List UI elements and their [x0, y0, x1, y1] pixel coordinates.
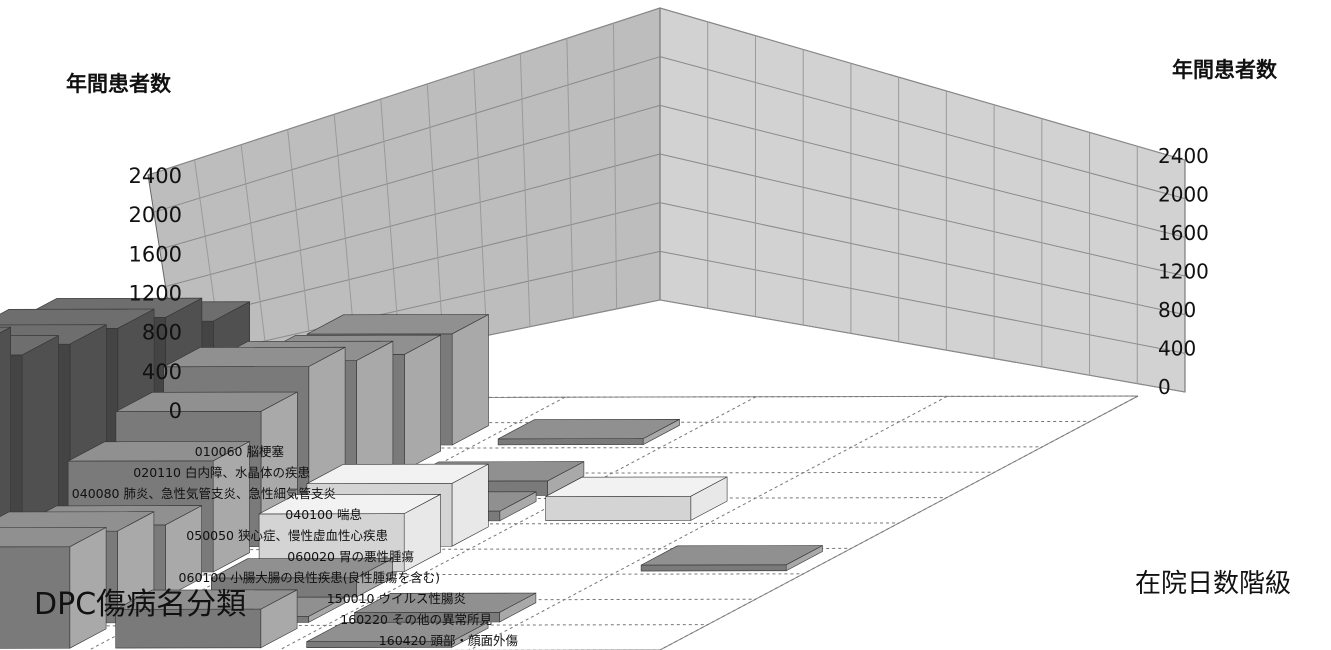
right-wall-gridline: [659, 250, 1186, 354]
bar-top-face: [258, 493, 441, 515]
bar-top-face: [211, 558, 393, 579]
right-wall-gridline: [659, 56, 1186, 200]
right-axis-title: 年間患者数: [1172, 58, 1278, 82]
y-tick-left: 2000: [129, 203, 182, 227]
bar-top-face: [0, 308, 155, 329]
y-tick-right: 400: [1158, 337, 1196, 361]
y-tick-right: 1600: [1158, 221, 1209, 245]
y-tick-left: 1200: [129, 282, 182, 306]
bar-top-face: [306, 314, 489, 335]
category-label: 150010 ウイルス性腸炎: [327, 591, 466, 606]
bar-top-face: [67, 441, 250, 462]
bar-91-180-cat-8: [354, 592, 537, 623]
bar-left-face: [212, 441, 250, 573]
bar-top-face: [115, 589, 298, 610]
left-axis-title: 年間患者数: [66, 72, 172, 96]
right-wall-gridline: [659, 153, 1186, 277]
bar-left-face: [451, 314, 489, 446]
category-label: 010060 脳梗塞: [195, 444, 285, 459]
bar-31-90-cat-1: [497, 418, 680, 446]
category-label: 050050 狭心症、慢性虚血性心疾患: [186, 528, 388, 543]
z-axis-title: 在院日数階級: [1135, 569, 1291, 599]
floor-gridline: [278, 396, 757, 650]
y-tick-right: 2400: [1158, 144, 1209, 168]
chart-bars: [0, 297, 823, 649]
right-wall-gridline: [659, 202, 1186, 316]
chart-walls: [147, 7, 1186, 399]
bar-top-face: [545, 476, 728, 497]
y-tick-left: 2400: [129, 164, 182, 188]
left-wall-vline: [426, 83, 444, 345]
bar-right-face: [640, 564, 787, 572]
bar-right-face: [497, 438, 644, 446]
left-wall-vline: [473, 68, 488, 336]
category-label: 160420 頭部・顔面外傷: [379, 633, 519, 648]
floor-gridline: [468, 395, 948, 650]
left-wall-gridline: [171, 202, 661, 325]
left-wall-vline: [287, 129, 314, 372]
bar-top-face: [0, 511, 155, 532]
category-label: 040080 肺炎、急性気管支炎、急性細気管支炎: [72, 486, 336, 501]
y-tick-left: 1600: [129, 242, 182, 266]
bar-91-180-cat-9: [306, 621, 489, 649]
right-wall-gridline: [659, 7, 1186, 161]
bar-15-30-cat-9: [0, 526, 107, 649]
right-wall-gridline: [659, 299, 1186, 393]
bar-right-face: [545, 495, 692, 522]
y-tick-left: 400: [142, 360, 182, 384]
y-tick-left: 0: [169, 399, 182, 423]
x-axis-title: DPC傷病名分類: [34, 587, 246, 622]
left-wall-vline: [240, 144, 271, 381]
bar-31-90-cat-6: [258, 493, 441, 573]
bar-top-face: [640, 545, 823, 566]
bar-top-face: [354, 592, 537, 613]
category-label: 040100 喘息: [285, 507, 362, 522]
bar-31-90-cat-9: [115, 589, 298, 649]
y-tick-right: 1200: [1158, 260, 1209, 284]
right-wall-gridline: [659, 104, 1186, 238]
bar-top-face: [306, 621, 489, 643]
category-label: 060020 胃の悪性腫瘍: [287, 549, 414, 564]
bar-top-face: [0, 326, 11, 334]
left-wall-vline: [566, 38, 574, 318]
bar-top-face: [306, 463, 489, 485]
bar-top-face: [497, 418, 680, 440]
left-wall-gridline: [159, 104, 661, 250]
left-wall-vline: [612, 23, 618, 309]
bar-left-face: [404, 334, 442, 471]
left-wall-gridline: [165, 153, 661, 287]
y-tick-right: 2000: [1158, 183, 1209, 207]
left-wall-gridline: [147, 7, 661, 176]
category-label: 160220 その他の異常所見: [340, 612, 492, 627]
left-wall-gridline: [153, 56, 661, 213]
category-label: 060100 小腸大腸の良性疾患(良性腫瘍を含む): [179, 570, 440, 585]
category-label: 020110 白内障、水晶体の疾患: [133, 465, 310, 480]
y-tick-right: 800: [1158, 298, 1196, 322]
y-tick-right: 0: [1158, 375, 1171, 399]
left-wall-vline: [519, 53, 531, 327]
floor-gridline: [659, 395, 1139, 650]
bar-181-365-cat-6: [640, 545, 823, 572]
bar-91-180-cat-4: [545, 476, 728, 522]
y-tick-left: 800: [142, 321, 182, 345]
left-wall-vline: [380, 99, 401, 354]
bar-top-face: [115, 391, 298, 412]
chart-labels: 年間患者数 年間患者数 DPC傷病名分類 在院日数階級 0 0 400 400 800 8…: [34, 58, 1291, 648]
right-wall: [659, 7, 1186, 393]
bar-top-face: [0, 527, 107, 548]
bar-top-face: [163, 346, 346, 368]
